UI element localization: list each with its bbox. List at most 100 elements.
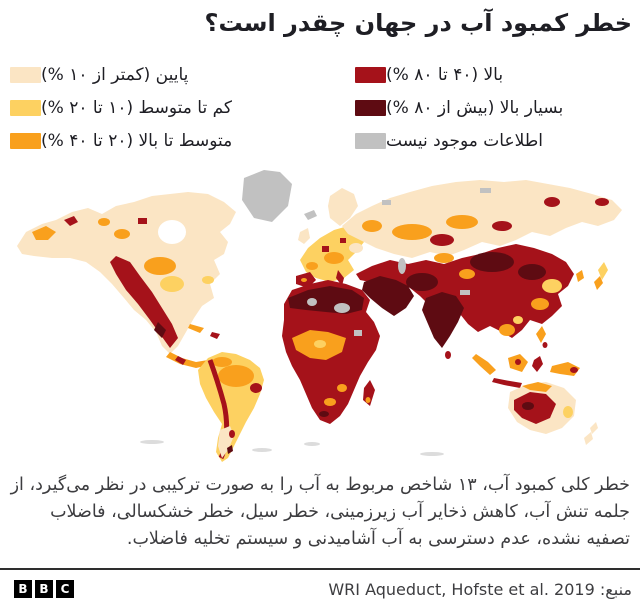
map-region-hispaniola (210, 332, 220, 339)
world-map-svg (17, 170, 622, 462)
map-patch-north-china-maroon (470, 252, 514, 272)
legend-swatch-medium-high (10, 132, 41, 149)
map-patch-plains-orange (144, 257, 176, 275)
legend-item-medium-high: متوسط تا بالا (۲۰ تا ۴۰ %) (10, 124, 355, 157)
map-faint-island-4 (420, 452, 444, 456)
map-region-caspian (398, 258, 406, 274)
legend-item-low-medium: کم تا متوسط (۱۰ تا ۲۰ %) (10, 91, 355, 124)
legend-column-low: پایین (کمتر از ۱۰ %) کم تا متوسط (۱۰ تا … (10, 58, 355, 157)
map-patch-russia-orange-1 (392, 224, 432, 240)
map-patch-mexico-maroon (154, 322, 166, 338)
map-patch-new-guinea-red (570, 367, 578, 373)
source-value: WRI Aqueduct, Hofste et al. 2019 (328, 579, 595, 599)
world-water-risk-map (12, 162, 628, 464)
map-patch-russia-red-1 (430, 234, 454, 246)
map-patch-spain-orange (301, 278, 307, 282)
legend-item-low: پایین (کمتر از ۱۰ %) (10, 58, 355, 91)
map-patch-south-africa-orange-1 (324, 398, 336, 406)
map-patch-south-africa-orange-2 (337, 384, 347, 392)
map-patch-se-asia-yellow (513, 316, 523, 324)
bbc-logo-letter-c: C (56, 580, 74, 598)
footer: B B C منبع: WRI Aqueduct, Hofste et al. … (14, 576, 632, 602)
map-region-japan-north (598, 262, 608, 280)
legend-item-no-data: اطلاعات موجود نیست (355, 124, 634, 157)
map-patch-madagascar-orange (365, 397, 371, 403)
map-patch-amazon-orange (218, 365, 254, 387)
page-title: خطر کمبود آب در جهان چقدر است؟ (204, 9, 632, 37)
map-region-uk (298, 228, 310, 244)
map-patch-arctic-gray-1 (382, 200, 391, 205)
map-patch-canada-orange-2 (98, 218, 110, 226)
map-patch-argentina-red (229, 430, 235, 438)
legend-label-very-high: بسیار بالا (بیش از ۸۰ %) (386, 97, 564, 118)
map-patch-patagonia-maroon (227, 445, 233, 454)
legend-swatch-very-high (355, 99, 386, 116)
map-patch-east-europe-cream (349, 243, 363, 253)
footer-divider (0, 568, 640, 570)
map-patch-south-africa-maroon (319, 411, 329, 417)
map-patch-europe-red-2 (340, 238, 346, 243)
map-region-central-america (166, 352, 210, 368)
legend-swatch-low (10, 66, 41, 83)
map-region-korea (576, 270, 584, 282)
legend: پایین (کمتر از ۱۰ %) کم تا متوسط (۱۰ تا … (10, 58, 634, 157)
map-patch-philippines-red (542, 342, 548, 348)
map-patch-se-asia-orange (499, 324, 515, 336)
map-hudson-bay (158, 220, 186, 244)
bbc-logo-letter-b2: B (35, 580, 53, 598)
map-patch-alaska-orange (32, 226, 56, 240)
bbc-logo: B B C (14, 580, 74, 598)
legend-swatch-high (355, 66, 386, 83)
map-patch-central-america-red (175, 356, 186, 365)
legend-item-very-high: بسیار بالا (بیش از ۸۰ %) (355, 91, 634, 124)
map-region-japan-south (594, 276, 603, 290)
map-region-philippines (536, 326, 546, 343)
source-line: منبع: WRI Aqueduct, Hofste et al. 2019 (328, 580, 632, 599)
map-patch-russia-red-4 (595, 198, 609, 206)
map-patch-china-maroon-2 (518, 264, 546, 280)
map-patch-australia-east-yellow (563, 406, 573, 418)
map-faint-island-3 (304, 442, 320, 446)
map-patch-eastcoast-yellow (202, 276, 214, 284)
map-patch-europe-red-1 (322, 246, 329, 252)
map-region-new-zealand-south (584, 432, 593, 445)
legend-column-high: بالا (۴۰ تا ۸۰ %) بسیار بالا (بیش از ۸۰ … (355, 58, 634, 157)
map-patch-iran-maroon (406, 273, 438, 291)
map-patch-russia-red-2 (492, 221, 512, 231)
map-region-cuba (188, 324, 204, 333)
legend-label-high: بالا (۴۰ تا ۸۰ %) (386, 64, 504, 85)
legend-swatch-no-data (355, 132, 386, 149)
map-patch-canada-red (138, 218, 147, 224)
map-patch-australia-maroon (522, 402, 534, 410)
map-region-sri-lanka (445, 351, 451, 359)
map-patch-east-china-yellow (542, 279, 562, 293)
map-patch-canada-orange-1 (114, 229, 130, 239)
map-patch-tibet-gray (460, 290, 470, 295)
map-patch-congo-yellow (314, 340, 326, 348)
legend-label-no-data: اطلاعات موجود نیست (386, 130, 544, 151)
map-faint-island-1 (140, 440, 164, 444)
map-patch-russia-orange-3 (362, 220, 382, 232)
map-patch-alaska-red (64, 216, 78, 226)
map-patch-sahara-gray-1 (334, 303, 350, 313)
map-patch-sahara-gray-2 (307, 298, 317, 306)
legend-label-low-medium: کم تا متوسط (۱۰ تا ۲۰ %) (41, 97, 233, 118)
map-patch-arabia-maroon (362, 276, 414, 316)
map-patch-russia-red-3 (544, 197, 560, 207)
map-patch-russia-orange-2 (446, 215, 478, 229)
map-region-greenland (242, 170, 292, 222)
map-patch-borneo-red (515, 359, 521, 365)
map-region-italy (336, 270, 344, 286)
map-patch-plains-yellow (160, 276, 184, 292)
map-region-new-zealand-north (590, 422, 598, 434)
source-label: منبع: (599, 579, 632, 599)
map-patch-australia-north-orange (522, 382, 552, 392)
map-region-iceland (304, 210, 317, 220)
legend-swatch-low-medium (10, 99, 41, 116)
map-region-scandinavia (328, 188, 358, 226)
map-patch-europe-orange-2 (306, 262, 318, 270)
legend-label-medium-high: متوسط تا بالا (۲۰ تا ۴۰ %) (41, 130, 233, 151)
map-faint-island-2 (252, 448, 272, 452)
map-patch-europe-orange-1 (324, 252, 344, 264)
